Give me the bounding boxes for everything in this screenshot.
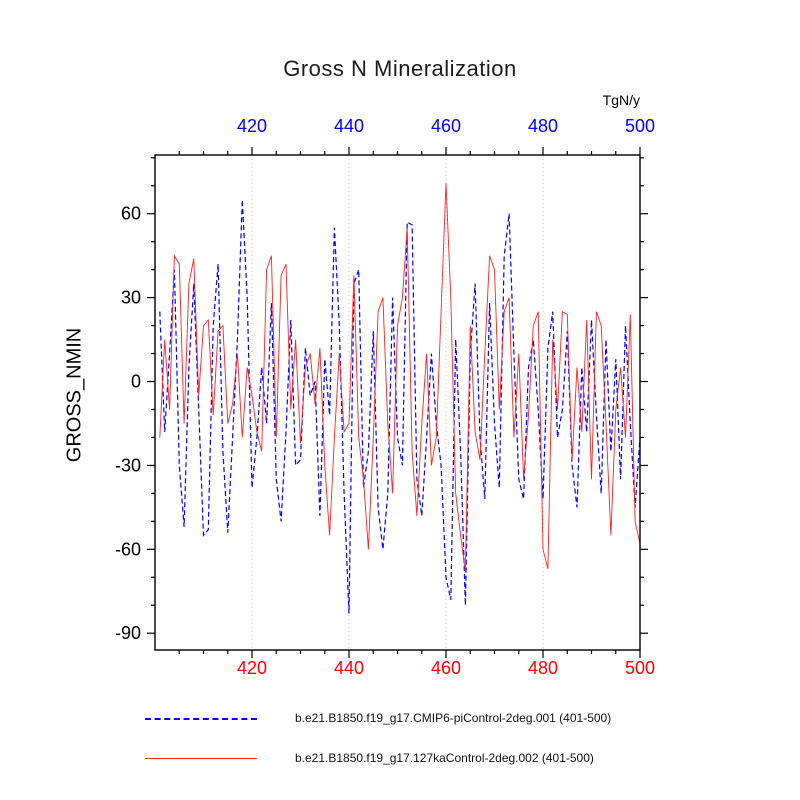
svg-text:440: 440 bbox=[334, 658, 364, 678]
svg-text:500: 500 bbox=[625, 658, 655, 678]
svg-text:500: 500 bbox=[625, 116, 655, 136]
series-line-1 bbox=[159, 182, 641, 572]
legend-line-sample-red bbox=[145, 758, 257, 759]
legend-label: b.e21.B1850.f19_g17.127kaControl-2deg.00… bbox=[295, 751, 594, 765]
svg-text:480: 480 bbox=[528, 658, 558, 678]
legend-item: b.e21.B1850.f19_g17.127kaControl-2deg.00… bbox=[0, 750, 800, 766]
svg-text:30: 30 bbox=[121, 288, 141, 308]
svg-text:-90: -90 bbox=[115, 623, 141, 643]
svg-text:420: 420 bbox=[237, 658, 267, 678]
svg-text:-60: -60 bbox=[115, 539, 141, 559]
svg-text:-30: -30 bbox=[115, 455, 141, 475]
legend-line-sample-blue bbox=[145, 718, 257, 720]
series-lines bbox=[159, 182, 641, 614]
tick-labels-top: 420 440 460 480 500 bbox=[237, 116, 655, 136]
svg-text:480: 480 bbox=[528, 116, 558, 136]
chart-title: Gross N Mineralization bbox=[283, 56, 517, 81]
legend-label: b.e21.B1850.f19_g17.CMIP6-piControl-2deg… bbox=[295, 711, 612, 725]
series-line-0 bbox=[159, 199, 641, 614]
svg-text:440: 440 bbox=[334, 116, 364, 136]
svg-text:420: 420 bbox=[237, 116, 267, 136]
tick-labels-bottom: 420 440 460 480 500 bbox=[237, 658, 655, 678]
top-axis-unit-label: TgN/y bbox=[602, 92, 640, 108]
svg-text:0: 0 bbox=[131, 372, 141, 392]
tick-labels-left: -90 -60 -30 0 30 60 bbox=[115, 204, 141, 643]
axis-ticks bbox=[147, 147, 648, 658]
plot-frame bbox=[154, 154, 641, 651]
svg-text:60: 60 bbox=[121, 204, 141, 224]
svg-text:460: 460 bbox=[431, 658, 461, 678]
legend-item: b.e21.B1850.f19_g17.CMIP6-piControl-2deg… bbox=[0, 710, 800, 726]
svg-text:460: 460 bbox=[431, 116, 461, 136]
